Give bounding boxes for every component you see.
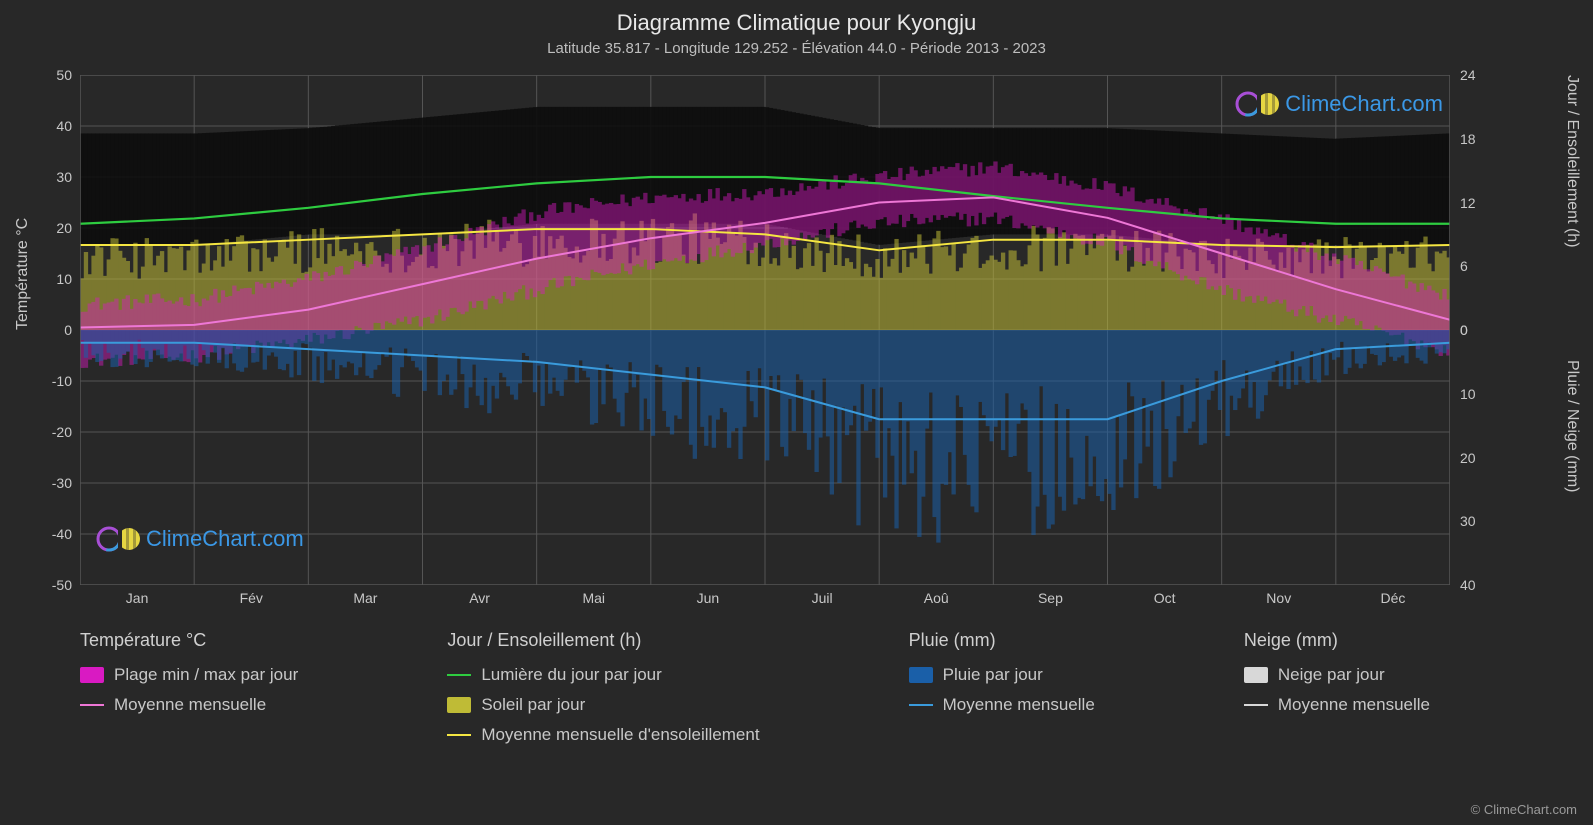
legend-label: Moyenne mensuelle	[1278, 695, 1430, 715]
x-tick: Mai	[582, 590, 605, 606]
x-tick: Juil	[812, 590, 833, 606]
x-tick: Sep	[1038, 590, 1063, 606]
legend-swatch	[447, 697, 471, 713]
x-ticks: Jan Fév Mar Avr Mai Jun Juil Aoû Sep Oct Nov Déc	[80, 590, 1450, 614]
legend-item: Neige par jour	[1244, 665, 1430, 685]
y-left-tick: 10	[56, 271, 72, 287]
logo-icon	[96, 525, 140, 553]
x-tick: Jun	[697, 590, 720, 606]
legend-label: Lumière du jour par jour	[481, 665, 661, 685]
x-tick: Jan	[126, 590, 149, 606]
y-axis-right-top-label: Jour / Ensoleillement (h)	[1563, 75, 1581, 248]
legend-swatch	[1244, 667, 1268, 683]
legend-swatch	[1244, 704, 1268, 706]
y-left-tick: -30	[52, 475, 72, 491]
legend-label: Soleil par jour	[481, 695, 585, 715]
y-left-tick: -10	[52, 373, 72, 389]
y-left-tick: -20	[52, 424, 72, 440]
y-axis-right-bottom-label: Pluie / Neige (mm)	[1563, 360, 1581, 492]
y-right-bottom-tick: 10	[1460, 386, 1476, 402]
legend-item: Moyenne mensuelle	[1244, 695, 1430, 715]
y-right-bottom-ticks: 010203040	[1456, 330, 1492, 585]
climate-chart-container: Diagramme Climatique pour Kyongju Latitu…	[0, 0, 1593, 825]
legend-label: Moyenne mensuelle d'ensoleillement	[481, 725, 759, 745]
y-left-tick: 40	[56, 118, 72, 134]
legend-swatch	[80, 704, 104, 706]
chart-title: Diagramme Climatique pour Kyongju	[0, 10, 1593, 36]
legend-column: Pluie (mm) Pluie par jour Moyenne mensuell…	[909, 630, 1115, 745]
y-left-tick: 50	[56, 67, 72, 83]
legend-header: Neige (mm)	[1244, 630, 1430, 651]
y-left-tick: -50	[52, 577, 72, 593]
watermark-top-right: ClimeChart.com	[1235, 90, 1443, 118]
watermark-text: ClimeChart.com	[1285, 91, 1443, 117]
x-tick: Déc	[1380, 590, 1405, 606]
y-left-tick: 0	[64, 322, 72, 338]
y-left-ticks: -50-40-30-20-1001020304050	[40, 75, 76, 585]
y-right-bottom-tick: 40	[1460, 577, 1476, 593]
legend-swatch	[909, 704, 933, 706]
legend-header: Jour / Ensoleillement (h)	[447, 630, 759, 651]
copyright-text: © ClimeChart.com	[1471, 802, 1577, 817]
legend-column: Température °C Plage min / max par jour Mo…	[80, 630, 318, 745]
legend-swatch	[909, 667, 933, 683]
chart-subtitle: Latitude 35.817 - Longitude 129.252 - Él…	[0, 40, 1593, 57]
watermark-bottom-left: ClimeChart.com	[96, 525, 304, 553]
legend-item: Plage min / max par jour	[80, 665, 298, 685]
watermark-text: ClimeChart.com	[146, 526, 304, 552]
plot-area	[80, 75, 1450, 585]
x-tick: Nov	[1266, 590, 1291, 606]
plot-svg	[80, 75, 1450, 585]
y-right-top-ticks: 06121824	[1456, 75, 1492, 330]
legend-item: Lumière du jour par jour	[447, 665, 759, 685]
legend-header: Température °C	[80, 630, 298, 651]
legend-item: Moyenne mensuelle	[80, 695, 298, 715]
legend-item: Soleil par jour	[447, 695, 759, 715]
legend-item: Moyenne mensuelle	[909, 695, 1095, 715]
y-right-bottom-tick: 20	[1460, 450, 1476, 466]
x-tick: Mar	[353, 590, 377, 606]
legend: Température °C Plage min / max par jour Mo…	[80, 630, 1450, 745]
x-tick: Aoû	[924, 590, 949, 606]
legend-header: Pluie (mm)	[909, 630, 1095, 651]
legend-swatch	[447, 734, 471, 736]
legend-label: Neige par jour	[1278, 665, 1385, 685]
x-tick: Avr	[469, 590, 490, 606]
legend-label: Moyenne mensuelle	[943, 695, 1095, 715]
x-tick: Fév	[240, 590, 263, 606]
legend-swatch	[80, 667, 104, 683]
legend-column: Jour / Ensoleillement (h) Lumière du jour…	[447, 630, 779, 745]
legend-item: Pluie par jour	[909, 665, 1095, 685]
y-left-tick: 30	[56, 169, 72, 185]
x-tick: Oct	[1154, 590, 1176, 606]
y-right-bottom-tick: 30	[1460, 513, 1476, 529]
y-right-top-tick: 12	[1460, 195, 1476, 211]
y-right-bottom-tick: 0	[1460, 322, 1468, 338]
legend-swatch	[447, 674, 471, 676]
legend-label: Plage min / max par jour	[114, 665, 298, 685]
y-right-top-tick: 24	[1460, 67, 1476, 83]
y-right-top-tick: 18	[1460, 131, 1476, 147]
logo-icon	[1235, 90, 1279, 118]
legend-label: Pluie par jour	[943, 665, 1043, 685]
y-right-top-tick: 6	[1460, 258, 1468, 274]
y-left-tick: 20	[56, 220, 72, 236]
legend-item: Moyenne mensuelle d'ensoleillement	[447, 725, 759, 745]
y-axis-left-label: Température °C	[14, 218, 32, 330]
legend-column: Neige (mm) Neige par jour Moyenne mensuell…	[1244, 630, 1450, 745]
y-left-tick: -40	[52, 526, 72, 542]
legend-label: Moyenne mensuelle	[114, 695, 266, 715]
